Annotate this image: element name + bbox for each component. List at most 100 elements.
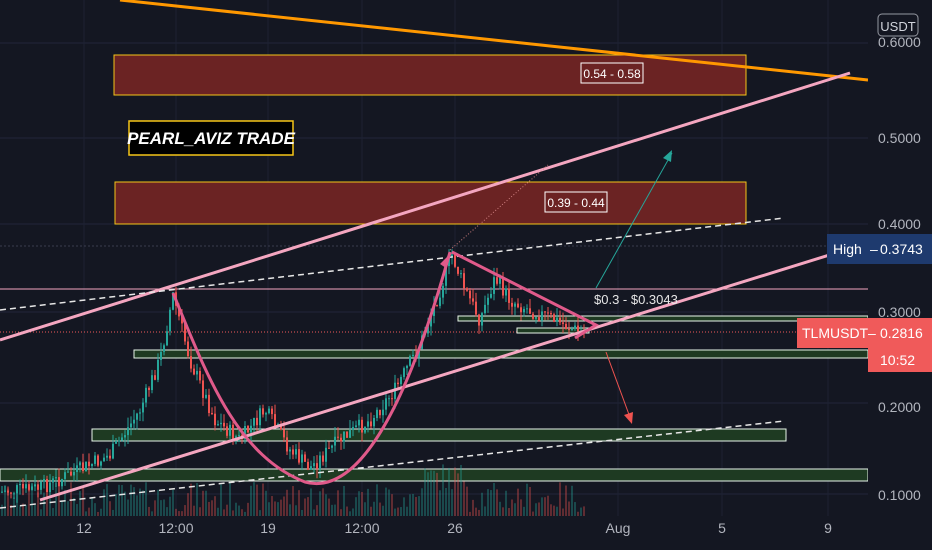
volume-bar xyxy=(289,504,291,516)
volume-bar xyxy=(217,507,219,516)
candle-body xyxy=(328,447,330,449)
candle-body xyxy=(409,356,411,366)
currency-badge[interactable]: USDT xyxy=(877,13,919,37)
candle-body xyxy=(556,317,558,322)
candle-body xyxy=(283,429,285,438)
volume-bar xyxy=(295,505,297,516)
brand-text: PEARL_AVIZ TRADE xyxy=(127,129,295,148)
volume-bar xyxy=(478,509,480,516)
volume-bar xyxy=(499,501,501,516)
volume-bar xyxy=(325,494,327,516)
brand-label: PEARL_AVIZ TRADE xyxy=(127,120,296,156)
bar-countdown: 10:52 xyxy=(880,352,915,368)
candle-body xyxy=(25,484,27,489)
candle-body xyxy=(121,437,123,441)
candle-body xyxy=(400,376,402,385)
candle-body xyxy=(13,493,15,495)
volume-bar xyxy=(169,496,171,516)
volume-bar xyxy=(175,508,177,516)
candle-body xyxy=(127,427,129,436)
candle-body xyxy=(565,323,567,330)
volume-bar xyxy=(52,508,54,516)
volume-bar xyxy=(550,504,552,516)
candle-body xyxy=(238,435,240,437)
volume-bar xyxy=(268,502,270,516)
y-tick: 0.1000 xyxy=(878,487,921,503)
volume-bar xyxy=(190,483,192,516)
candle-body xyxy=(259,408,261,426)
volume-bar xyxy=(502,507,504,516)
volume-bar xyxy=(439,490,441,516)
volume-bar xyxy=(304,498,306,516)
volume-bar xyxy=(460,464,462,516)
candle-body xyxy=(199,370,201,381)
candle-body xyxy=(403,368,405,377)
candle-body xyxy=(7,490,9,493)
volume-bar xyxy=(349,511,351,516)
candle-body xyxy=(109,455,111,459)
volume-bar xyxy=(481,492,483,516)
candle-body xyxy=(256,417,258,426)
candle-body xyxy=(55,477,57,479)
volume-bar xyxy=(490,490,492,516)
candle-body xyxy=(1,491,3,493)
candle-body xyxy=(28,484,30,490)
candle-body xyxy=(100,461,102,466)
candle-body xyxy=(94,455,96,464)
volume-bar xyxy=(562,508,564,516)
candle-body xyxy=(10,492,12,494)
volume-bar xyxy=(298,490,300,516)
candle-body xyxy=(118,440,120,442)
candle-body xyxy=(355,425,357,427)
volume-bar xyxy=(130,484,132,516)
volume-bar xyxy=(340,509,342,516)
candle-body xyxy=(169,309,171,332)
candle-body xyxy=(577,325,579,332)
candle-body xyxy=(307,461,309,470)
candle-body xyxy=(133,419,135,424)
candle-body xyxy=(547,312,549,314)
candle-body xyxy=(130,423,132,428)
candle-body xyxy=(187,341,189,357)
zone-054-058[interactable]: 0.54 - 0.58 xyxy=(113,54,747,96)
volume-bar xyxy=(160,500,162,516)
candle-body xyxy=(457,266,459,274)
candle-body xyxy=(526,308,528,310)
candle-body xyxy=(247,426,249,433)
candle-body xyxy=(190,356,192,369)
volume-bar xyxy=(253,482,255,516)
volume-bar xyxy=(148,506,150,516)
candle-body xyxy=(322,455,324,462)
volume-bar xyxy=(4,485,6,516)
candle-body xyxy=(226,426,228,436)
volume-bar xyxy=(223,509,225,516)
volume-bar xyxy=(97,511,99,516)
volume-bar xyxy=(166,507,168,516)
volume-bar xyxy=(547,495,549,516)
zone-039-044[interactable]: 0.39 - 0.44 xyxy=(114,181,747,225)
support-boxes xyxy=(0,315,869,482)
volume-bar xyxy=(22,503,24,516)
volume-bar xyxy=(313,509,315,516)
candle-body xyxy=(205,394,207,398)
candle-body xyxy=(172,292,174,310)
volume-bar xyxy=(103,489,105,516)
candle-body xyxy=(154,375,156,380)
volume-bar xyxy=(388,489,390,516)
candle-body xyxy=(43,478,45,482)
volume-bar xyxy=(514,503,516,516)
candle-body xyxy=(301,454,303,463)
candle-body xyxy=(46,478,48,493)
volume-bar xyxy=(277,502,279,516)
volume-bar xyxy=(55,482,57,516)
volume-bar xyxy=(124,491,126,516)
candle-body xyxy=(148,387,150,391)
candle-body xyxy=(469,290,471,299)
volume-bar xyxy=(364,502,366,516)
volume-bar xyxy=(448,467,450,516)
candle-body xyxy=(31,486,33,490)
candle-body xyxy=(523,308,525,313)
volume-bar xyxy=(7,488,9,516)
candle-body xyxy=(286,437,288,452)
